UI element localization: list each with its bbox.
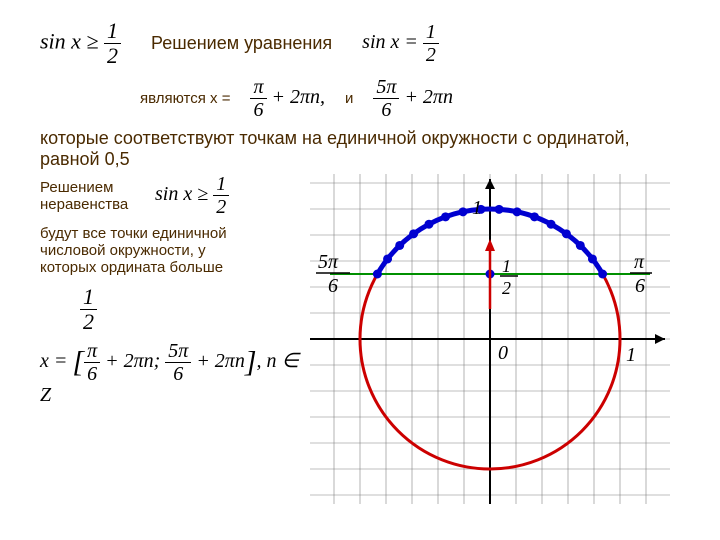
inequality-repeat: sin x ≥ 12 xyxy=(155,174,229,217)
svg-text:5π: 5π xyxy=(318,251,339,273)
solution-2: 5π6 + 2πn xyxy=(373,77,453,120)
svg-text:6: 6 xyxy=(635,275,645,297)
text-and: и xyxy=(345,90,353,107)
text-correspond-points: которые соответствуют точкам на единично… xyxy=(40,128,680,170)
svg-text:1: 1 xyxy=(502,256,511,276)
svg-text:1: 1 xyxy=(472,197,482,219)
text-all-points: будут все точки единичной числовой окруж… xyxy=(40,225,260,276)
answer-interval: x = [π6 + 2πn; 5π6 + 2πn], n ∈ Z xyxy=(40,341,300,407)
one-half-standalone: 12 xyxy=(80,286,300,333)
text-solution-of-equation: Решением уравнения xyxy=(151,33,332,54)
svg-text:2: 2 xyxy=(502,278,511,298)
svg-text:6: 6 xyxy=(328,275,338,297)
inequality-main: sin x ≥ 12 xyxy=(40,20,121,67)
text-solution-inequality: Решением неравенства xyxy=(40,179,140,213)
svg-text:1: 1 xyxy=(626,344,636,366)
unit-circle-chart: 01112π65π6 xyxy=(310,174,670,504)
solution-1: π6 + 2πn, xyxy=(250,77,325,120)
svg-text:0: 0 xyxy=(498,342,508,364)
equation-main: sin x = 12 xyxy=(362,22,439,65)
svg-text:π: π xyxy=(634,251,645,273)
text-are-x-equals: являются х = xyxy=(140,90,230,107)
